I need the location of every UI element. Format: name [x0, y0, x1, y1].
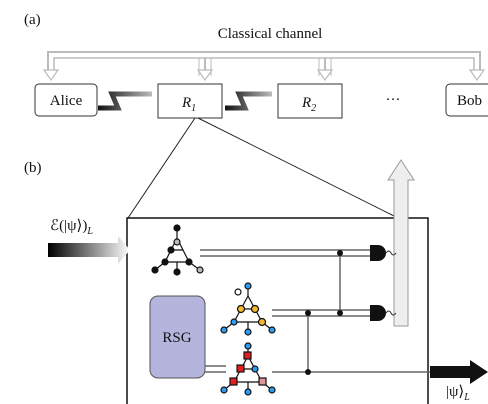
panel-b-label: (b): [24, 160, 42, 176]
channel-label: Classical channel: [218, 26, 323, 42]
classical-channel: [44, 52, 484, 80]
input-label: ℰ(|ψ⟩): [50, 218, 87, 234]
panel-a-label: (a): [24, 12, 41, 28]
output-label: |ψ⟩: [446, 384, 464, 400]
node-label: R: [301, 95, 311, 111]
node-subscript: 1: [191, 103, 196, 114]
input-subscript: L: [86, 226, 93, 237]
input-label: ℰ(|ψ⟩)L: [50, 218, 93, 237]
node-boxes: [35, 84, 488, 118]
output-arrow: [430, 360, 488, 384]
node-label: R: [181, 95, 191, 111]
figure: (a) Classical channel Alice R1 R2 ··· Bo…: [0, 0, 488, 404]
node-subscript: 2: [311, 103, 316, 114]
rsg-label: RSG: [162, 330, 191, 346]
zoom-lines: [128, 118, 398, 218]
node-label: Bob: [457, 93, 482, 109]
ellipsis: ···: [386, 92, 401, 108]
input-arrow: [48, 236, 130, 264]
output-label: |ψ⟩L: [446, 384, 470, 403]
node-label: Alice: [50, 93, 83, 109]
output-subscript: L: [463, 392, 470, 403]
page: (a) Classical channel Alice R1 R2 ··· Bo…: [0, 0, 488, 404]
